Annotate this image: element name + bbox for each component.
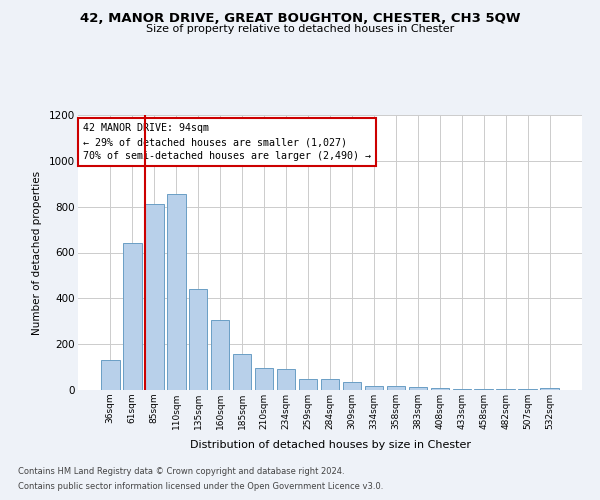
Bar [233, 354, 251, 390]
Bar [320, 378, 340, 390]
Bar [431, 388, 449, 390]
Bar [211, 320, 229, 390]
Bar [365, 386, 383, 390]
Bar [277, 370, 295, 390]
X-axis label: Distribution of detached houses by size in Chester: Distribution of detached houses by size … [190, 440, 470, 450]
Bar [452, 389, 471, 390]
Text: Size of property relative to detached houses in Chester: Size of property relative to detached ho… [146, 24, 454, 34]
Bar [167, 194, 185, 390]
Bar [409, 386, 427, 390]
Bar [101, 360, 119, 390]
Bar [299, 378, 317, 390]
Text: 42 MANOR DRIVE: 94sqm
← 29% of detached houses are smaller (1,027)
70% of semi-d: 42 MANOR DRIVE: 94sqm ← 29% of detached … [83, 123, 371, 161]
Bar [343, 382, 361, 390]
Bar [386, 386, 405, 390]
Y-axis label: Number of detached properties: Number of detached properties [32, 170, 42, 334]
Text: Contains public sector information licensed under the Open Government Licence v3: Contains public sector information licen… [18, 482, 383, 491]
Bar [255, 368, 274, 390]
Bar [541, 388, 559, 390]
Bar [475, 389, 493, 390]
Bar [123, 244, 142, 390]
Text: Contains HM Land Registry data © Crown copyright and database right 2024.: Contains HM Land Registry data © Crown c… [18, 467, 344, 476]
Text: 42, MANOR DRIVE, GREAT BOUGHTON, CHESTER, CH3 5QW: 42, MANOR DRIVE, GREAT BOUGHTON, CHESTER… [80, 12, 520, 26]
Bar [145, 204, 164, 390]
Bar [189, 289, 208, 390]
